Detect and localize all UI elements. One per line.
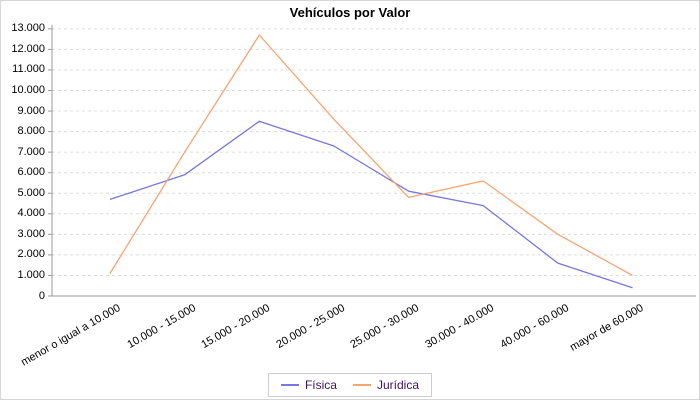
y-tick-label: 10.000	[11, 84, 45, 96]
y-tick-label: 5.000	[17, 186, 45, 199]
legend-item-juridica: Jurídica	[352, 378, 420, 392]
legend-label-fisica: Física	[304, 378, 337, 392]
y-tick-label: 13.000	[11, 22, 45, 35]
y-tick-label: 11.000	[12, 63, 45, 76]
fisica-line-swatch-icon	[280, 384, 299, 386]
legend-item-fisica: Física	[280, 378, 337, 392]
y-tick-label: 12.000	[11, 42, 45, 55]
chart-title: Vehículos por Valor	[289, 5, 411, 20]
y-tick-label: 9.000	[17, 104, 45, 117]
juridica-line-swatch-icon	[352, 384, 371, 386]
y-tick-label: 1.000	[17, 268, 45, 281]
y-tick-label: 6.000	[17, 166, 45, 179]
y-tick-label: 7.000	[17, 145, 45, 158]
series-line-juridica	[109, 34, 633, 276]
y-tick-label: 8.000	[17, 125, 45, 138]
y-tick-label: 0	[38, 289, 45, 302]
legend: Física Jurídica	[267, 373, 433, 397]
legend-label-juridica: Jurídica	[376, 378, 420, 392]
y-tick-label: 3.000	[17, 227, 45, 240]
y-tick-label: 2.000	[17, 248, 45, 261]
y-tick-label: 4.000	[17, 207, 45, 220]
series-line-fisica	[109, 120, 633, 289]
